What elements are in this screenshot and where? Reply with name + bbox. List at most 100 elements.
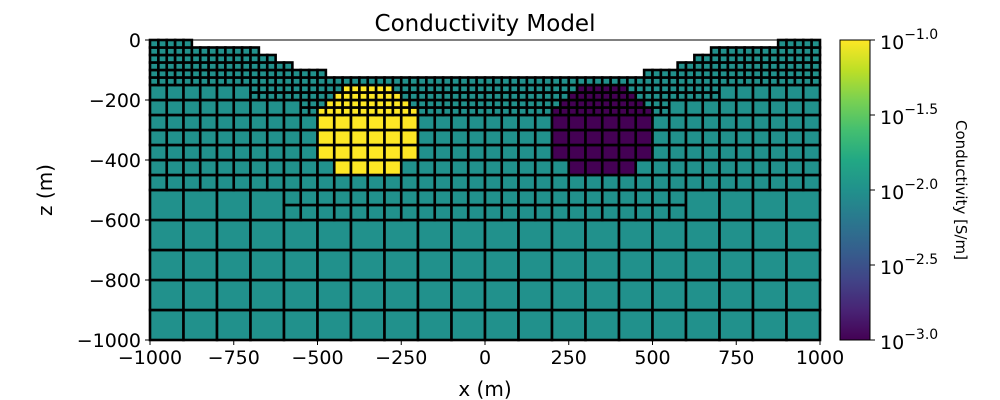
- y-tick-label: −400: [89, 150, 141, 172]
- mesh-cell: [148, 113, 169, 132]
- mesh-cell: [517, 218, 554, 252]
- mesh-cell: [667, 203, 688, 222]
- colorbar-tick-base: 10: [880, 107, 904, 129]
- mesh-cell: [718, 83, 738, 102]
- mesh-cell: [249, 248, 286, 282]
- mesh-cell: [617, 158, 638, 177]
- mesh-cell: [366, 188, 386, 207]
- mesh-cell: [500, 158, 520, 177]
- mesh-cell: [801, 113, 822, 132]
- mesh-cell: [182, 128, 202, 147]
- mesh-cell: [299, 143, 319, 162]
- mesh-cell: [600, 188, 621, 207]
- mesh-cells: [148, 38, 822, 342]
- mesh-cell: [332, 203, 353, 222]
- mesh-cell: [751, 308, 788, 342]
- mesh-cell: [483, 203, 504, 222]
- mesh-cell: [785, 278, 822, 312]
- mesh-cell: [600, 113, 621, 132]
- mesh-cell: [215, 278, 252, 312]
- mesh-cell: [450, 278, 487, 312]
- mesh-cell: [215, 143, 236, 162]
- mesh-cell: [383, 158, 403, 177]
- mesh-cell: [533, 203, 554, 222]
- mesh-cell: [801, 158, 822, 177]
- mesh-cell: [751, 143, 772, 162]
- mesh-cell: [483, 173, 504, 192]
- mesh-cell: [366, 203, 386, 222]
- mesh-cell: [249, 173, 269, 192]
- mesh-cell: [265, 158, 286, 177]
- mesh-cell: [182, 248, 219, 282]
- mesh-cell: [785, 308, 822, 342]
- mesh-cell: [684, 98, 705, 117]
- mesh-cell: [768, 173, 788, 192]
- mesh-cell: [483, 128, 504, 147]
- mesh-cell: [316, 203, 336, 222]
- mesh-cell: [416, 128, 437, 147]
- mesh-cell: [416, 113, 437, 132]
- x-tick-label: −500: [291, 347, 343, 369]
- mesh-cell: [383, 128, 403, 147]
- mesh-cell: [383, 188, 403, 207]
- mesh-cell: [718, 173, 738, 192]
- mesh-cell: [249, 218, 286, 252]
- mesh-cell: [533, 158, 554, 177]
- mesh-cell: [215, 128, 236, 147]
- mesh-cell: [701, 113, 721, 132]
- mesh-cell: [751, 113, 772, 132]
- mesh-cell: [165, 128, 185, 147]
- x-tick-label: 500: [634, 347, 670, 369]
- x-tick-label: −1000: [118, 347, 182, 369]
- mesh-cell: [165, 158, 185, 177]
- mesh-cell: [550, 113, 571, 132]
- mesh-cell: [165, 113, 185, 132]
- mesh-cell: [584, 158, 604, 177]
- mesh-cell: [416, 218, 453, 252]
- mesh-cell: [232, 158, 252, 177]
- mesh-cell: [215, 308, 252, 342]
- mesh-cell: [198, 143, 219, 162]
- mesh-cell: [466, 113, 487, 132]
- mesh-cell: [651, 113, 671, 132]
- mesh-cell: [282, 143, 303, 162]
- mesh-cell: [701, 128, 721, 147]
- mesh-cell: [366, 128, 386, 147]
- colorbar-tick-exponent: −1.5: [904, 102, 938, 118]
- mesh-cell: [316, 188, 336, 207]
- mesh-cell: [265, 173, 286, 192]
- mesh-cell: [416, 158, 437, 177]
- mesh-cell: [148, 83, 169, 102]
- mesh-cell: [684, 143, 705, 162]
- mesh-cell: [533, 113, 554, 132]
- mesh-cell: [768, 98, 788, 117]
- colorbar-tick-base: 10: [880, 257, 904, 279]
- mesh-cell: [550, 128, 571, 147]
- mesh-cell: [399, 113, 420, 132]
- mesh-cell: [768, 83, 788, 102]
- mesh-cell: [517, 278, 554, 312]
- colorbar-tick-label: 10−2.0: [880, 177, 938, 204]
- mesh-cell: [182, 218, 219, 252]
- mesh-cell: [399, 128, 420, 147]
- mesh-cell: [148, 248, 185, 282]
- mesh-cell: [701, 143, 721, 162]
- mesh-cell: [316, 218, 353, 252]
- mesh-cell: [182, 188, 219, 222]
- mesh-cell: [718, 128, 738, 147]
- mesh-cell: [148, 143, 169, 162]
- mesh-cell: [349, 143, 370, 162]
- mesh-cell: [667, 173, 688, 192]
- mesh-cell: [450, 173, 470, 192]
- mesh-cell: [785, 188, 822, 222]
- mesh-cell: [751, 158, 772, 177]
- mesh-cell: [801, 128, 822, 147]
- mesh-cell: [349, 218, 386, 252]
- mesh-cell: [249, 128, 269, 147]
- mesh-cell: [801, 98, 822, 117]
- mesh-cell: [332, 128, 353, 147]
- mesh-cell: [316, 308, 353, 342]
- mesh-cell: [249, 278, 286, 312]
- mesh-cell: [584, 128, 604, 147]
- x-tick-label: 750: [718, 347, 754, 369]
